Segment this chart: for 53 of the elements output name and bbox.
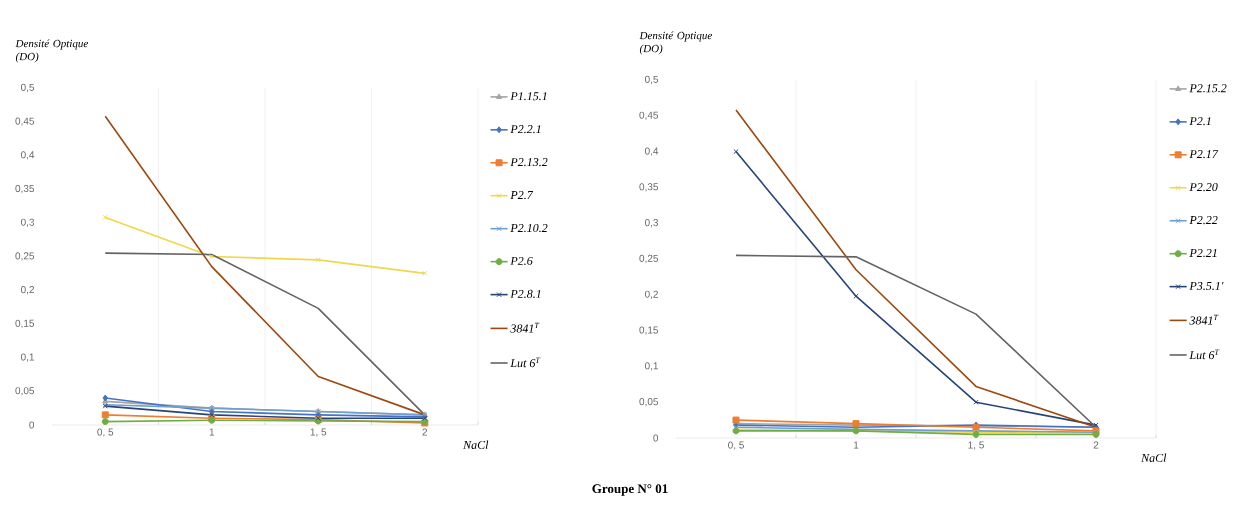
x-tick-label: 0, 5 [728, 441, 744, 450]
y-tick-label: 0,45 [639, 111, 659, 120]
text: Groupe N° 01 [592, 484, 668, 496]
y-tick-label: 0,4 [644, 147, 659, 156]
legend-label: Lut 6$^{T}$ [1189, 349, 1220, 360]
legend-label: 3841$^{T}$ [510, 322, 540, 333]
x-axis-title: NaCl [463, 440, 489, 449]
legend-label: P2.22 [1189, 216, 1218, 225]
y-tick-label: 0,5 [20, 83, 35, 93]
y-tick-label: 0,35 [15, 184, 35, 194]
legend-label: P2.8.1 [510, 289, 541, 299]
y-tick-label: 0,25 [15, 252, 35, 261]
y-tick-label: 0,25 [639, 254, 659, 264]
y-axis-title: Densité Optique (DO) [15, 39, 88, 63]
x-tick-label: 0, 5 [97, 428, 114, 437]
y-tick-label: 0,3 [644, 219, 659, 228]
y-tick-label: 0 [29, 421, 35, 429]
legend-label: Lut 6$^{T}$ [510, 357, 541, 368]
y-tick-label: 0,15 [15, 319, 35, 329]
legend-label: P1.15.1 [510, 92, 547, 101]
legend-label: P2.1 [1189, 117, 1211, 126]
y-tick-label: 0,35 [639, 183, 659, 192]
legend-label: P2.6 [510, 256, 533, 266]
legend-label: P2.20 [1189, 183, 1218, 192]
x-tick-label: 1 [853, 441, 859, 449]
x-tick-label: 2 [1093, 441, 1099, 449]
y-tick-label: 0 [653, 434, 659, 442]
legend-label: P2.17 [1189, 150, 1219, 159]
x-tick-label: 2 [422, 428, 428, 436]
y-axis-title: Densité Optique (DO) [639, 31, 712, 55]
legend-label: P2.10.2 [510, 223, 548, 233]
y-tick-label: 0,2 [20, 286, 34, 295]
x-tick-label: 1 [209, 428, 215, 436]
y-tick-label: 0,05 [639, 398, 659, 407]
y-tick-label: 0,15 [639, 326, 659, 335]
legend-label: P2.2.1 [510, 125, 541, 134]
y-tick-label: 0,5 [644, 75, 659, 85]
y-tick-label: 0,4 [20, 151, 35, 160]
x-tick-label: 1, 5 [968, 441, 984, 450]
legend-label: P2.15.2 [1189, 84, 1227, 93]
y-tick-label: 0,3 [20, 218, 35, 227]
y-tick-label: 0,1 [20, 353, 34, 362]
y-tick-label: 0,05 [15, 387, 35, 396]
legend-label: P3.5.1' [1189, 281, 1224, 291]
x-tick-label: 1, 5 [310, 428, 327, 437]
y-tick-label: 0,45 [15, 117, 35, 126]
legend-label: 3841$^{T}$ [1189, 314, 1219, 325]
legend-label: P2.21 [1189, 248, 1217, 258]
legend-label: P2.7 [510, 191, 534, 200]
y-tick-label: 0,1 [644, 362, 658, 371]
x-axis-title: NaCl [1141, 453, 1167, 462]
y-tick-label: 0,2 [644, 290, 658, 299]
legend-label: P2.13.2 [510, 158, 548, 167]
